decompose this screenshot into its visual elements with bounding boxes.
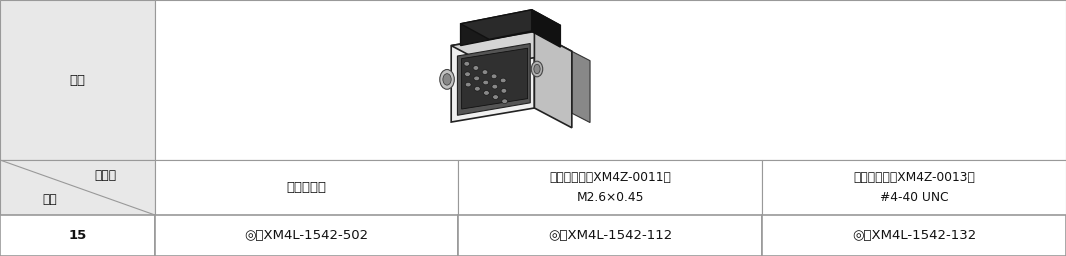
Text: 形状: 形状 (69, 73, 85, 87)
Text: ◎形XM4L-1542-132: ◎形XM4L-1542-132 (852, 229, 976, 242)
Bar (458, 215, 762, 256)
Text: 付属品: 付属品 (95, 169, 116, 182)
Ellipse shape (440, 70, 454, 89)
Text: 極数: 極数 (43, 193, 56, 206)
Ellipse shape (492, 95, 499, 99)
Ellipse shape (500, 78, 506, 83)
Polygon shape (461, 10, 561, 39)
Ellipse shape (484, 91, 489, 95)
Ellipse shape (474, 87, 480, 91)
Text: 固定具２（形XM4Z-0011）: 固定具２（形XM4Z-0011） (549, 171, 672, 184)
Polygon shape (534, 31, 571, 128)
Ellipse shape (465, 72, 470, 77)
Bar (0, 215, 156, 256)
Text: ◎形XM4L-1542-502: ◎形XM4L-1542-502 (245, 229, 369, 242)
Ellipse shape (483, 80, 488, 85)
Bar (0, 160, 156, 215)
Bar (0, 0, 156, 160)
Text: 固定具２（形XM4Z-0013）: 固定具２（形XM4Z-0013） (853, 171, 975, 184)
Bar (762, 160, 1066, 215)
Ellipse shape (492, 84, 498, 89)
Ellipse shape (466, 82, 471, 87)
Polygon shape (451, 31, 571, 65)
Polygon shape (451, 31, 534, 122)
Ellipse shape (491, 74, 497, 79)
Polygon shape (462, 48, 528, 109)
Text: #4-40 UNC: #4-40 UNC (879, 191, 949, 204)
Ellipse shape (464, 61, 470, 66)
Text: ◎形XM4L-1542-112: ◎形XM4L-1542-112 (548, 229, 673, 242)
Ellipse shape (502, 99, 507, 103)
Ellipse shape (442, 74, 451, 85)
Polygon shape (457, 44, 530, 115)
Ellipse shape (501, 89, 506, 93)
Text: 固定具なし: 固定具なし (287, 181, 327, 194)
Text: 15: 15 (68, 229, 86, 242)
Ellipse shape (531, 61, 543, 77)
Bar (458, 160, 762, 215)
Ellipse shape (482, 70, 488, 74)
Ellipse shape (534, 64, 540, 74)
Polygon shape (461, 10, 532, 46)
Bar (156, 0, 1066, 160)
Polygon shape (532, 10, 561, 47)
Polygon shape (571, 51, 591, 123)
Ellipse shape (473, 66, 479, 70)
Bar (156, 160, 458, 215)
Bar (156, 215, 458, 256)
Bar (762, 215, 1066, 256)
Ellipse shape (473, 76, 480, 81)
Text: M2.6×0.45: M2.6×0.45 (577, 191, 644, 204)
